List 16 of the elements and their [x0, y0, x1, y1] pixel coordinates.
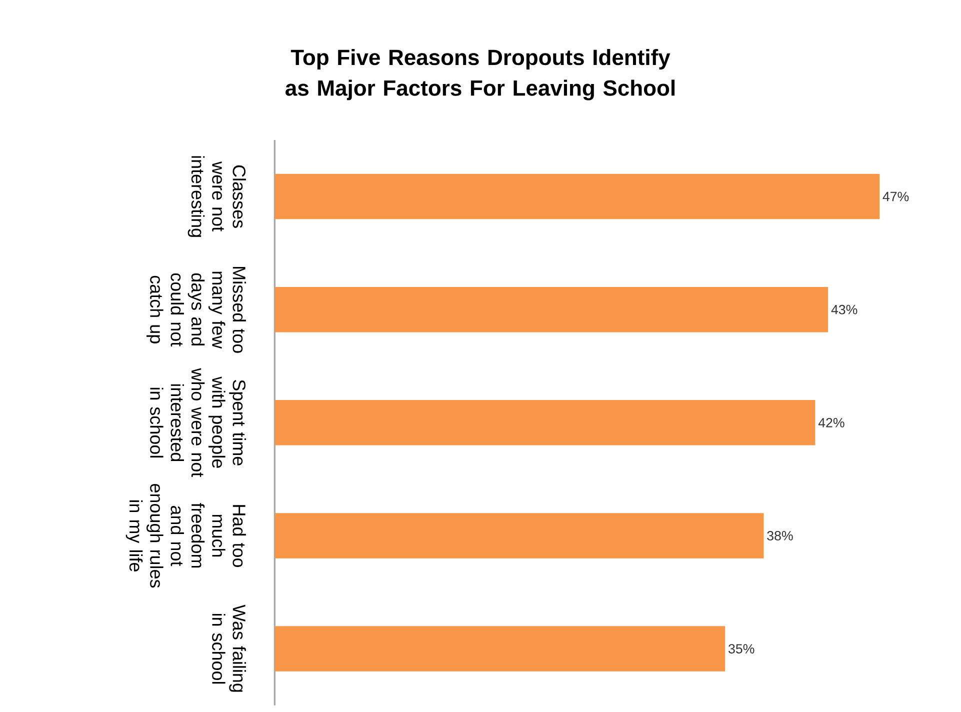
y-tick-label: Missed too many few days and could not catch up: [146, 267, 246, 353]
bar: [274, 400, 816, 446]
y-tick-label: Had too much freedom and not enough rules in my life: [126, 484, 246, 588]
data-label: 43%: [831, 304, 858, 314]
bar: [274, 626, 726, 672]
data-label: 35%: [728, 644, 754, 654]
bar: [274, 286, 828, 332]
y-tick-label: Classes were not interesting: [188, 156, 246, 237]
data-label: 47%: [882, 192, 909, 202]
chart-title: Top Five Reasons Dropouts Identify as Major Factors For Leaving School: [286, 49, 675, 100]
data-label: 42%: [818, 418, 844, 428]
bar: [274, 174, 880, 220]
bar: [274, 513, 764, 558]
y-tick-label: Was failing in school: [212, 604, 246, 692]
data-label: 38%: [767, 531, 793, 540]
y-tick-label: Spent time with people who were not interested in school: [150, 368, 246, 478]
